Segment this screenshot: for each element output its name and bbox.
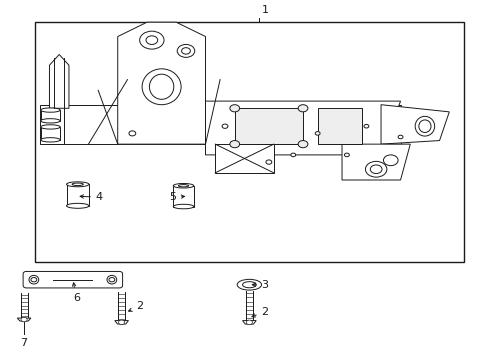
Polygon shape bbox=[41, 110, 60, 121]
Text: 2: 2 bbox=[251, 307, 268, 317]
Circle shape bbox=[369, 165, 381, 174]
Text: 7: 7 bbox=[20, 338, 28, 348]
Text: 1: 1 bbox=[261, 5, 268, 15]
Ellipse shape bbox=[173, 184, 193, 188]
Circle shape bbox=[229, 140, 239, 148]
Ellipse shape bbox=[41, 108, 60, 112]
Circle shape bbox=[365, 161, 386, 177]
Bar bbox=[66, 184, 89, 206]
Ellipse shape bbox=[237, 279, 261, 290]
Polygon shape bbox=[234, 108, 303, 144]
Circle shape bbox=[298, 140, 307, 148]
Polygon shape bbox=[215, 144, 273, 173]
Ellipse shape bbox=[178, 185, 188, 187]
Polygon shape bbox=[115, 320, 128, 324]
Circle shape bbox=[246, 320, 252, 325]
Circle shape bbox=[129, 131, 136, 136]
Circle shape bbox=[140, 31, 163, 49]
Ellipse shape bbox=[66, 203, 89, 208]
Ellipse shape bbox=[41, 119, 60, 123]
Ellipse shape bbox=[414, 116, 434, 136]
Polygon shape bbox=[205, 101, 400, 155]
Ellipse shape bbox=[149, 74, 173, 99]
Ellipse shape bbox=[107, 275, 117, 284]
Polygon shape bbox=[242, 320, 256, 324]
Circle shape bbox=[315, 132, 320, 135]
Polygon shape bbox=[49, 54, 69, 108]
Ellipse shape bbox=[41, 125, 60, 129]
Ellipse shape bbox=[242, 282, 256, 288]
Circle shape bbox=[109, 278, 115, 282]
Polygon shape bbox=[317, 108, 361, 144]
Ellipse shape bbox=[41, 138, 60, 142]
Circle shape bbox=[177, 44, 194, 57]
Polygon shape bbox=[118, 22, 205, 144]
Text: 2: 2 bbox=[128, 301, 143, 311]
Polygon shape bbox=[49, 105, 400, 144]
Ellipse shape bbox=[418, 120, 430, 132]
Circle shape bbox=[21, 317, 27, 322]
Text: 5: 5 bbox=[169, 192, 184, 202]
Circle shape bbox=[290, 153, 295, 157]
Ellipse shape bbox=[66, 182, 89, 187]
Circle shape bbox=[222, 124, 227, 129]
Circle shape bbox=[344, 153, 348, 157]
Circle shape bbox=[397, 135, 402, 139]
Ellipse shape bbox=[72, 183, 83, 185]
Circle shape bbox=[265, 160, 271, 164]
Text: 4: 4 bbox=[80, 192, 102, 202]
Ellipse shape bbox=[173, 204, 193, 209]
Bar bbox=[35, 22, 463, 262]
Circle shape bbox=[31, 278, 37, 282]
Polygon shape bbox=[341, 144, 409, 180]
Circle shape bbox=[181, 48, 190, 54]
Circle shape bbox=[298, 105, 307, 112]
Text: 3: 3 bbox=[252, 280, 268, 290]
Ellipse shape bbox=[29, 275, 39, 284]
Bar bbox=[173, 186, 193, 207]
Circle shape bbox=[146, 36, 158, 44]
Polygon shape bbox=[41, 127, 60, 140]
Polygon shape bbox=[17, 318, 31, 321]
Polygon shape bbox=[40, 105, 64, 144]
Circle shape bbox=[229, 105, 239, 112]
FancyBboxPatch shape bbox=[23, 271, 122, 288]
Text: 6: 6 bbox=[72, 283, 80, 303]
Circle shape bbox=[363, 125, 368, 128]
Circle shape bbox=[383, 155, 397, 166]
Ellipse shape bbox=[142, 69, 181, 105]
Polygon shape bbox=[380, 105, 448, 144]
Circle shape bbox=[118, 320, 124, 325]
